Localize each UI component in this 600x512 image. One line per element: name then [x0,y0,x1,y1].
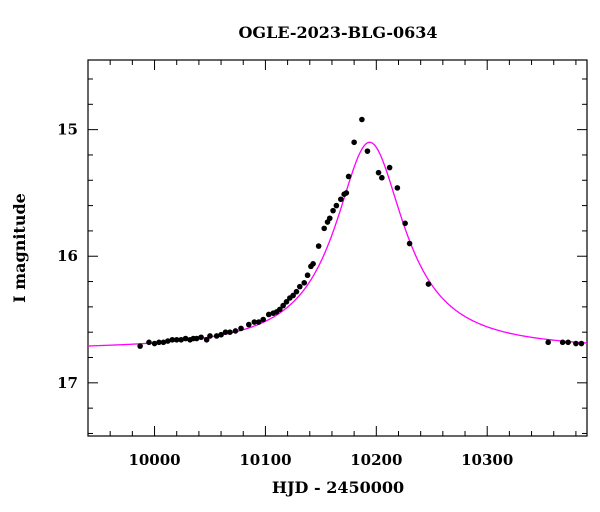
data-point [301,280,308,286]
data-point [406,240,413,247]
data-point [218,331,224,338]
data-point [321,225,327,232]
axis-ticks [87,60,587,436]
y-tick-label: 17 [57,374,78,392]
data-point [559,339,566,346]
data-point [296,283,303,290]
y-tick-labels: 15 16 17 [57,121,78,392]
data-point [160,339,167,346]
data-point [333,202,340,209]
data-point [146,339,152,346]
data-points [137,116,585,349]
data-point [338,196,344,203]
x-axis-label: HJD - 2450000 [272,478,404,497]
x-tick-label: 10200 [350,451,402,469]
data-point [238,325,244,332]
data-point [283,299,290,305]
data-point [326,215,333,222]
data-point [402,220,408,227]
data-point [394,185,401,191]
data-point [245,321,252,328]
data-point [178,336,184,343]
x-tick-label: 10000 [128,451,180,469]
data-point [182,335,189,342]
data-point [375,169,382,176]
data-point [232,328,239,334]
data-point [173,336,180,343]
data-point [151,340,158,347]
data-point [290,292,296,299]
data-point [165,338,171,344]
data-point [345,173,352,180]
data-point [277,306,283,313]
x-tick-labels: 10000 10100 10200 10300 [128,451,513,469]
data-point [304,272,311,279]
data-point [280,302,286,309]
data-point [203,336,210,343]
y-tick-label: 15 [57,121,78,139]
data-point [251,319,258,325]
data-point [293,288,300,295]
y-tick-label: 16 [57,247,78,265]
data-point [565,339,571,346]
x-tick-label: 10100 [239,451,291,469]
data-point [213,333,220,339]
data-point [137,343,143,349]
data-point [343,190,350,196]
data-point [260,316,267,323]
plot-frame [87,59,588,437]
y-axis-label: I magnitude [10,193,29,303]
data-point [310,261,316,267]
data-point [265,311,272,318]
data-point [193,335,200,342]
plot-area [87,59,588,437]
data-point [425,281,432,287]
data-point [227,329,233,335]
data-point [364,148,371,154]
data-point [169,336,176,343]
chart-title: OGLE-2023-BLG-0634 [238,23,437,42]
data-point [156,339,162,346]
data-point [315,243,322,249]
data-point [573,340,579,347]
data-point [578,340,585,347]
x-tick-label: 10300 [461,451,513,469]
data-point [198,334,204,341]
data-point [330,207,336,214]
data-point [379,174,385,181]
data-point [545,339,551,346]
data-point [255,319,262,325]
data-point [359,116,365,123]
data-point [222,329,229,335]
data-point [386,164,393,171]
data-point [207,333,213,339]
data-point [351,139,357,146]
